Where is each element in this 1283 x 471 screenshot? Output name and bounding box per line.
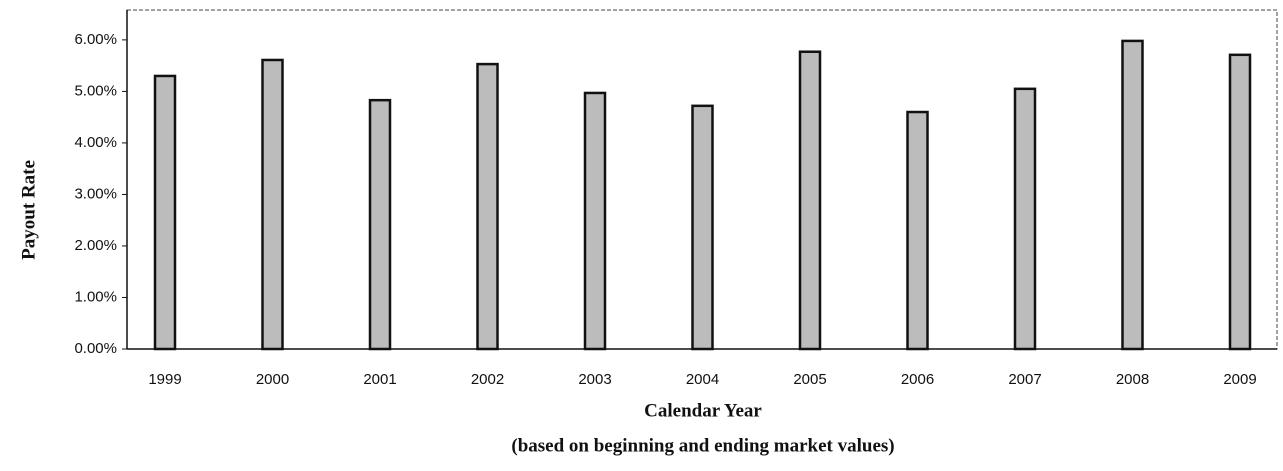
y-tick-label: 3.00% bbox=[74, 185, 117, 202]
x-tick-label: 1999 bbox=[148, 371, 181, 388]
bar bbox=[1228, 53, 1252, 351]
y-tick-label: 6.00% bbox=[74, 31, 117, 48]
y-tick-label: 1.00% bbox=[74, 288, 117, 305]
bar bbox=[1121, 39, 1144, 351]
y-tick-label: 0.00% bbox=[74, 340, 117, 357]
bar bbox=[906, 110, 929, 351]
x-tick-label: 2007 bbox=[1008, 371, 1041, 388]
y-axis-title: Payout Rate bbox=[18, 160, 39, 260]
x-tick-label: 2000 bbox=[256, 371, 289, 388]
bar bbox=[261, 58, 284, 351]
bar bbox=[368, 98, 392, 351]
subtitle: (based on beginning and ending market va… bbox=[511, 435, 894, 456]
y-tick-label: 5.00% bbox=[74, 82, 117, 99]
x-axis-title: Calendar Year bbox=[644, 400, 762, 421]
x-tick-label: 2009 bbox=[1223, 371, 1256, 388]
x-tick-label: 2001 bbox=[363, 371, 396, 388]
x-tick-label: 2008 bbox=[1116, 371, 1149, 388]
x-tick-label: 2004 bbox=[686, 371, 719, 388]
bar bbox=[798, 50, 822, 351]
bar bbox=[691, 104, 714, 351]
bar bbox=[583, 91, 607, 351]
bar bbox=[153, 74, 177, 351]
y-tick-label: 4.00% bbox=[74, 134, 117, 151]
x-tick-label: 2006 bbox=[901, 371, 934, 388]
y-tick-label: 2.00% bbox=[74, 237, 117, 254]
bar bbox=[476, 62, 499, 351]
x-tick-label: 2005 bbox=[793, 371, 826, 388]
x-tick-label: 2002 bbox=[471, 371, 504, 388]
bar bbox=[1013, 87, 1037, 351]
x-tick-label: 2003 bbox=[578, 371, 611, 388]
